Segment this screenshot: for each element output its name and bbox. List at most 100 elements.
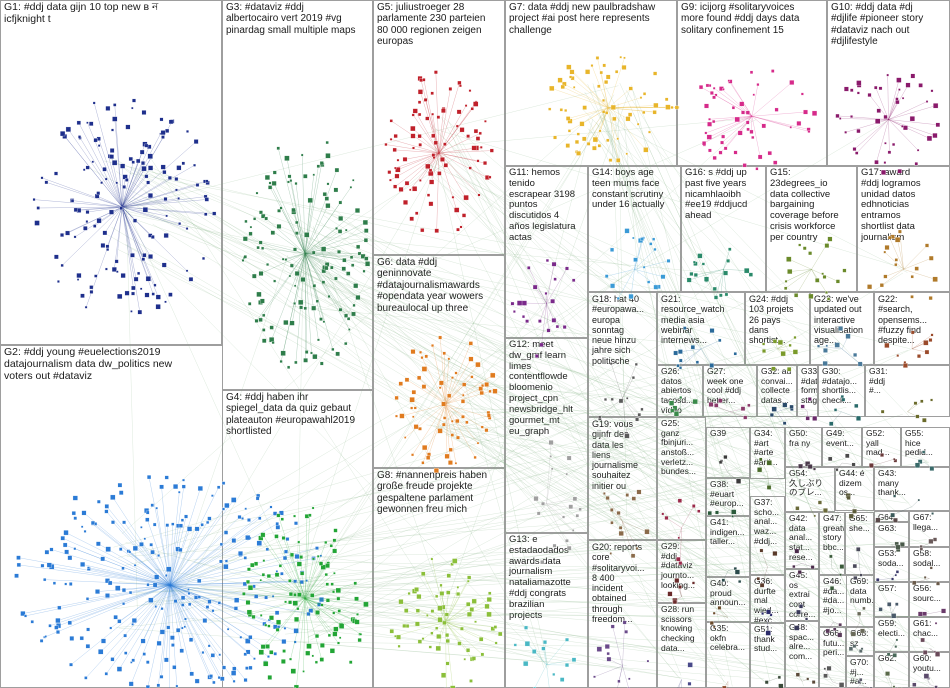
edge — [445, 403, 487, 431]
node — [845, 453, 850, 459]
edge — [436, 152, 440, 231]
node — [439, 591, 445, 596]
edge — [169, 585, 183, 629]
node — [274, 610, 280, 615]
node — [920, 637, 925, 643]
edge — [103, 160, 911, 349]
node — [146, 660, 150, 664]
node — [435, 594, 439, 598]
node — [248, 231, 253, 236]
edge — [243, 593, 306, 599]
edge — [445, 372, 764, 619]
edge — [445, 606, 488, 623]
node — [616, 296, 620, 300]
edge — [438, 88, 451, 154]
edge — [169, 585, 220, 678]
node — [146, 583, 150, 587]
node — [838, 682, 845, 688]
edge — [786, 269, 812, 282]
node — [90, 520, 96, 525]
cluster-nodes-g61 — [920, 637, 941, 657]
node — [572, 496, 578, 502]
node — [493, 625, 498, 629]
node — [813, 514, 816, 518]
node — [144, 174, 149, 179]
node — [178, 490, 181, 494]
node — [289, 179, 293, 183]
node — [145, 276, 151, 282]
node — [269, 505, 273, 509]
edge — [889, 237, 904, 270]
edge — [445, 621, 501, 635]
node — [419, 78, 423, 83]
node — [264, 216, 268, 221]
node — [311, 506, 315, 510]
node — [319, 317, 323, 321]
node — [283, 319, 289, 326]
cluster-nodes-g29 — [667, 578, 695, 605]
cluster-label: G8: #nannenpreis haben große freude proj… — [377, 470, 488, 516]
edge — [117, 249, 931, 644]
node — [175, 684, 179, 688]
node — [267, 675, 273, 680]
edge — [445, 621, 453, 688]
cluster-label: G39 — [710, 428, 727, 438]
edge — [112, 522, 171, 586]
edge — [546, 303, 549, 331]
node — [631, 376, 635, 380]
edge — [432, 114, 440, 154]
node — [175, 188, 178, 192]
node — [284, 600, 287, 604]
edge — [677, 679, 682, 688]
cluster-nodes-g49 — [827, 453, 856, 472]
node — [84, 676, 88, 680]
node — [883, 114, 888, 119]
cluster-box-g49: G49: event... — [822, 427, 862, 467]
node — [468, 356, 474, 362]
node — [266, 574, 271, 579]
node — [193, 139, 199, 144]
edge — [283, 253, 306, 260]
node — [582, 105, 587, 110]
edge — [319, 268, 676, 413]
node — [338, 636, 342, 639]
node — [672, 599, 678, 605]
edge — [136, 248, 550, 666]
node — [571, 278, 576, 282]
cluster-box-g1: G1: #ddj data gijn 10 top new в ন icfjkn… — [0, 0, 222, 345]
cluster-label: G37: scho... anal... waz... #ddj... — [754, 497, 780, 546]
node — [57, 605, 62, 610]
edge — [304, 253, 355, 306]
node — [264, 174, 270, 181]
node — [687, 662, 693, 668]
node — [293, 640, 297, 644]
node — [148, 254, 153, 259]
cluster-label: G53: soda... — [878, 548, 904, 568]
node — [917, 611, 923, 617]
node — [857, 611, 862, 616]
node — [261, 246, 265, 250]
node — [303, 306, 307, 310]
node — [745, 110, 750, 115]
node — [351, 263, 355, 267]
node — [426, 614, 429, 617]
node — [610, 247, 615, 252]
node — [44, 180, 49, 185]
edge — [445, 384, 465, 405]
node — [660, 274, 666, 280]
edge — [438, 152, 457, 211]
edge — [68, 129, 123, 208]
edge — [412, 404, 446, 455]
node — [60, 233, 64, 237]
node — [89, 285, 94, 290]
node — [823, 508, 828, 513]
edge — [122, 198, 303, 600]
cluster-nodes-g54 — [795, 500, 828, 518]
cluster-label: G49: event... — [826, 428, 854, 448]
node — [467, 575, 472, 580]
node — [466, 579, 470, 583]
edge — [169, 584, 269, 657]
edge — [278, 148, 306, 254]
edge — [122, 195, 151, 208]
node — [430, 609, 435, 613]
